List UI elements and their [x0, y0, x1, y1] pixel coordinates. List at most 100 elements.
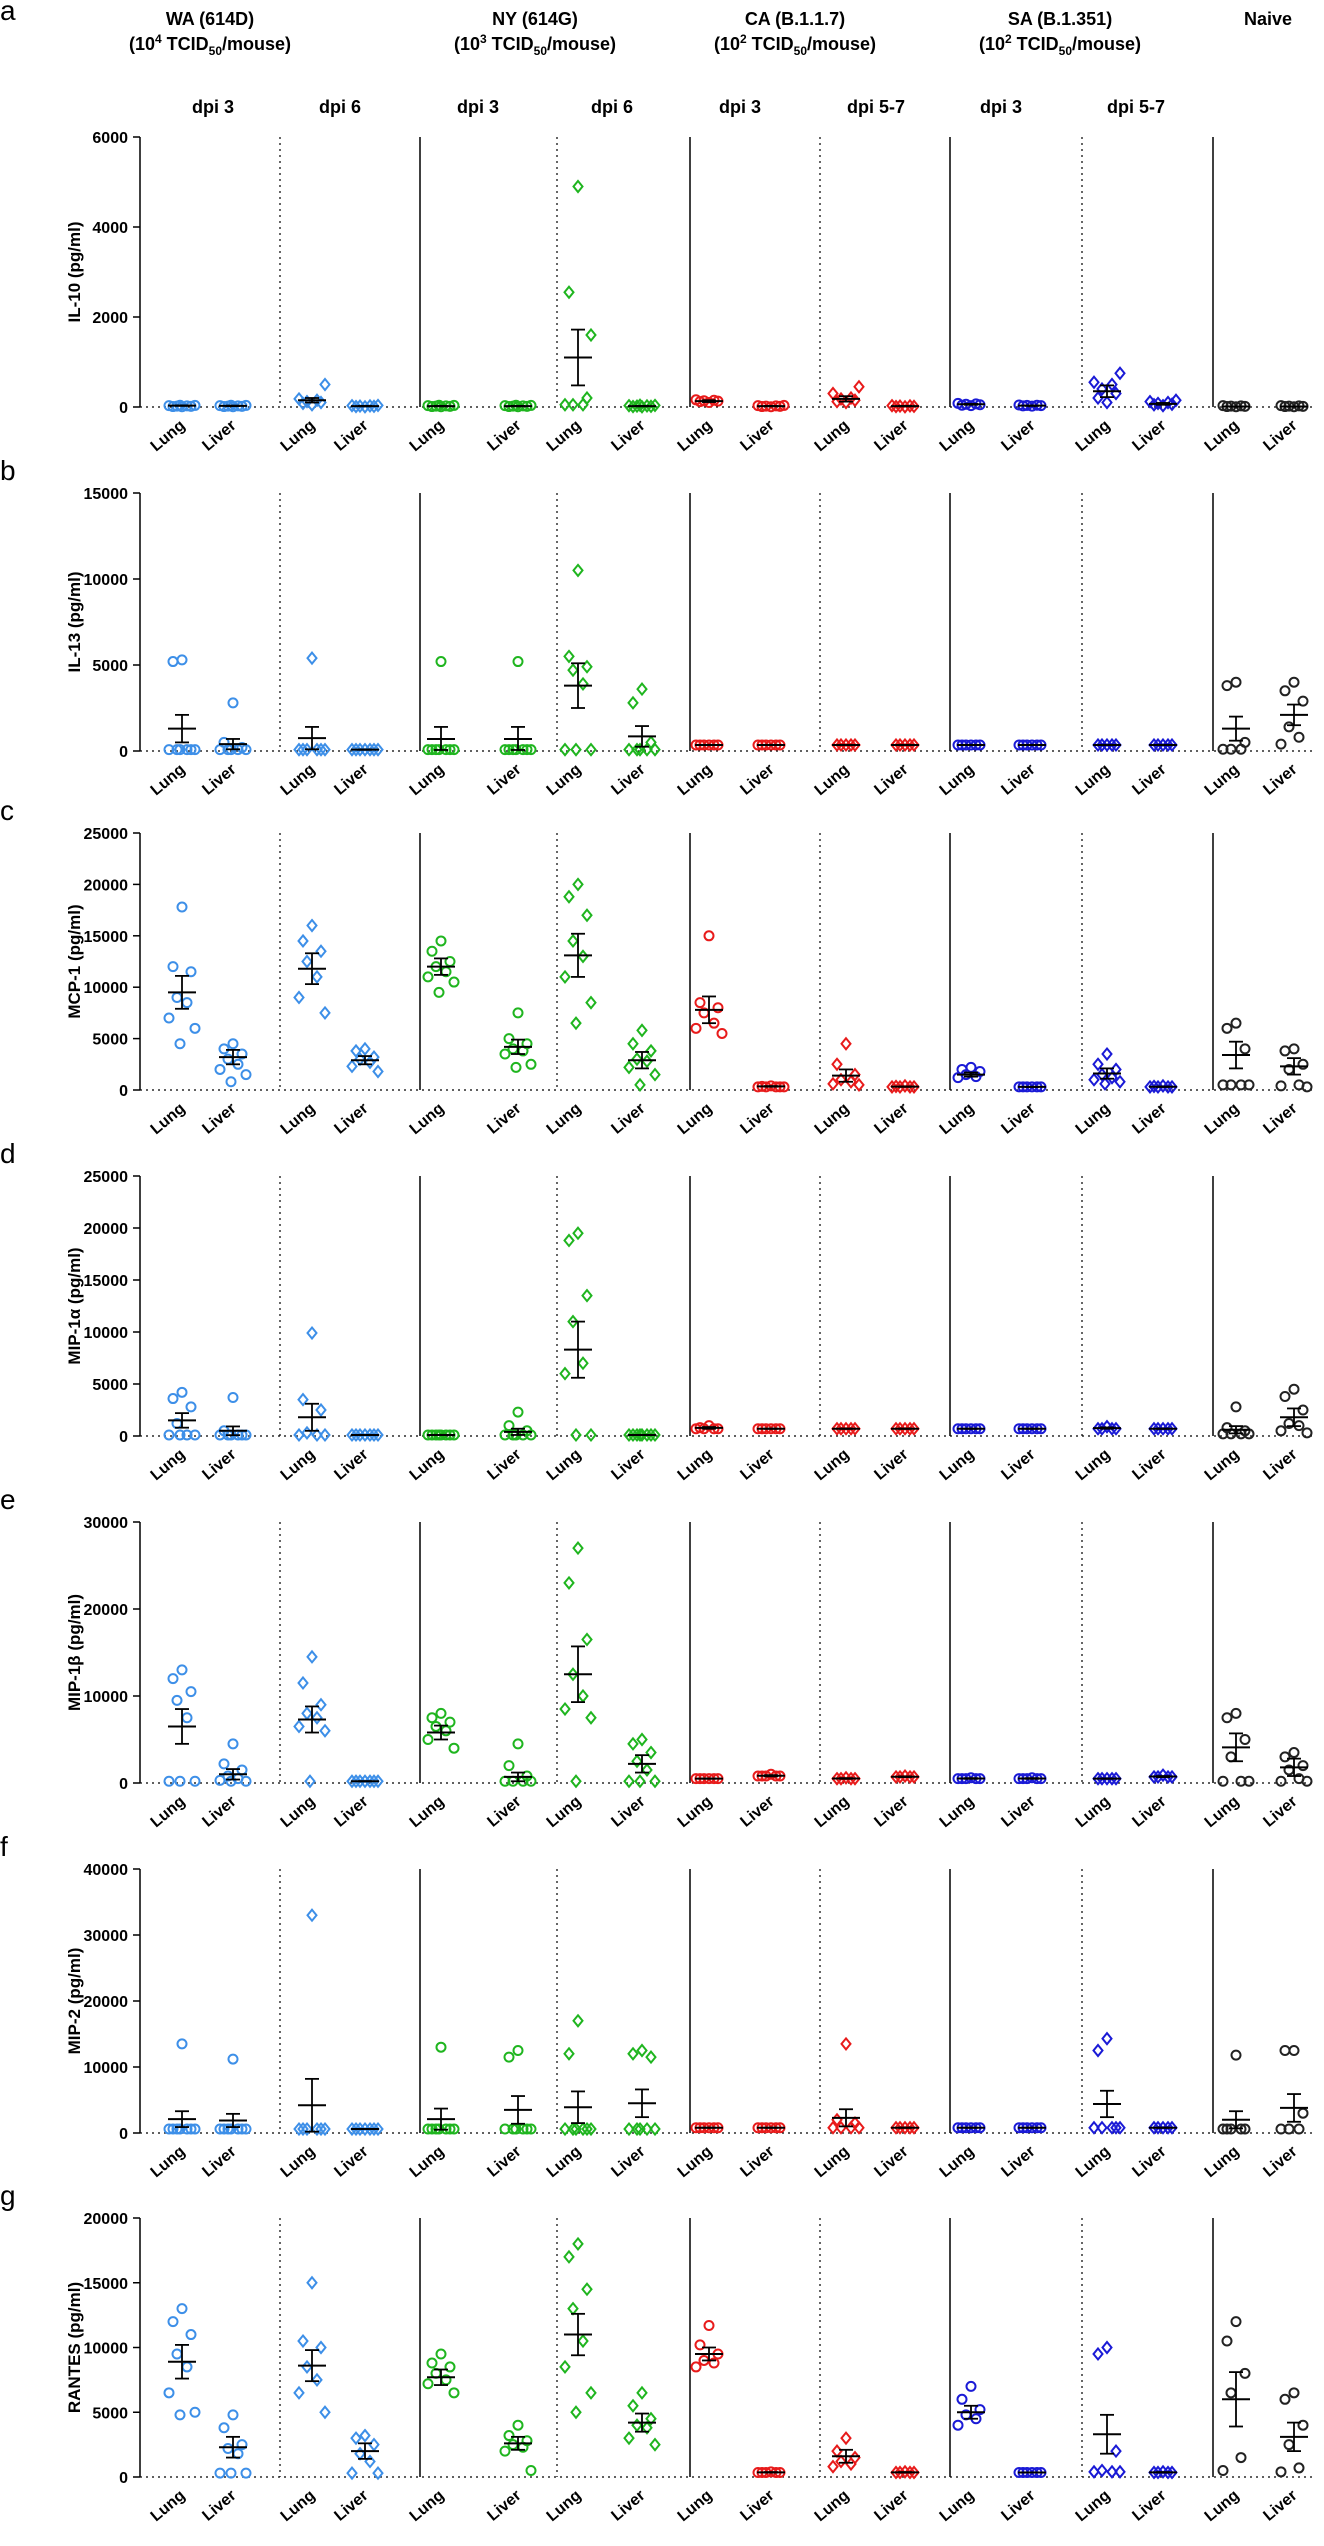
data-point	[368, 399, 380, 414]
y-axis-label: IL-13 (pg/ml)	[65, 571, 84, 672]
x-tick-label: Lung	[937, 1100, 978, 1138]
data-point	[306, 918, 318, 933]
data-point	[167, 2123, 179, 2135]
data-point	[448, 1742, 460, 1754]
x-tick-label: Lung	[675, 1793, 716, 1831]
data-point	[636, 682, 648, 697]
data-point	[908, 737, 920, 753]
data-point	[1092, 2346, 1104, 2362]
data-point	[315, 1697, 327, 1712]
data-point	[636, 1023, 648, 1038]
data-point	[525, 2465, 537, 2477]
data-point	[904, 398, 916, 413]
data-point	[426, 945, 438, 957]
y-tick-label: 2000	[92, 310, 128, 327]
x-tick-label: Liver	[199, 417, 239, 455]
data-point	[572, 1541, 584, 1556]
data-point	[293, 742, 305, 757]
data-point	[627, 1036, 639, 1051]
data-point	[512, 1007, 524, 1019]
y-tick-label: 4000	[92, 220, 128, 237]
data-point	[1217, 743, 1229, 755]
x-tick-label: Liver	[199, 1100, 239, 1138]
data-point	[301, 742, 313, 757]
data-point	[185, 2329, 197, 2341]
data-point	[840, 1036, 852, 1051]
data-point	[499, 1048, 511, 1060]
data-point	[354, 2121, 366, 2137]
data-point	[1288, 676, 1300, 688]
group-title-ny: NY (614G)	[492, 9, 578, 29]
data-point	[354, 1774, 366, 1789]
data-point	[372, 1427, 384, 1443]
data-point	[435, 2041, 447, 2053]
data-point	[189, 1429, 201, 1441]
data-point	[350, 399, 362, 414]
data-point	[359, 1041, 371, 1056]
data-point	[214, 744, 226, 756]
data-point	[218, 2422, 230, 2434]
data-point	[297, 2333, 309, 2349]
data-point	[1096, 737, 1108, 753]
data-point	[623, 2121, 635, 2137]
x-tick-label: Lung	[148, 1446, 189, 1484]
data-point	[163, 2387, 175, 2399]
x-tick-label: Lung	[148, 417, 189, 455]
data-point	[952, 1072, 964, 1084]
data-point	[368, 1774, 380, 1789]
x-tick-label: Lung	[1202, 1793, 1243, 1831]
data-point	[1110, 737, 1122, 753]
data-point	[827, 2459, 839, 2474]
data-point	[240, 1069, 252, 1081]
data-point	[649, 1067, 661, 1082]
data-point	[240, 744, 252, 756]
x-tick-label: Lung	[278, 761, 319, 799]
panel-letter: f	[0, 1831, 8, 1862]
x-tick-label: Lung	[812, 1100, 853, 1138]
x-tick-label: Liver	[331, 417, 371, 455]
data-point	[585, 2121, 597, 2137]
data-point	[559, 1701, 571, 1717]
data-point	[1152, 1079, 1164, 1094]
data-point	[849, 1771, 861, 1786]
x-tick-label: Lung	[1202, 1446, 1243, 1484]
data-point	[899, 399, 911, 414]
x-tick-label: Lung	[937, 2143, 978, 2181]
group-dose-wa: (104 TCID50/mouse)	[129, 32, 291, 58]
x-tick-label: Lung	[812, 1446, 853, 1484]
data-point	[189, 1775, 201, 1787]
x-tick-label: Lung	[407, 1793, 448, 1831]
data-point	[435, 2348, 447, 2360]
data-point	[311, 969, 323, 984]
data-point	[831, 1421, 843, 1436]
data-point	[448, 744, 460, 756]
x-tick-label: Liver	[484, 1100, 524, 1138]
x-tick-label: Liver	[1129, 761, 1169, 799]
data-point	[634, 742, 646, 757]
data-point	[510, 1061, 522, 1073]
data-point	[641, 1054, 653, 1069]
data-point	[422, 744, 434, 756]
data-point	[346, 1059, 358, 1074]
data-point	[716, 1027, 728, 1039]
x-tick-label: Liver	[1129, 1793, 1169, 1831]
data-point	[306, 1325, 318, 1341]
data-point	[1217, 1775, 1229, 1787]
data-point	[570, 2405, 582, 2420]
data-point	[364, 742, 376, 757]
x-tick-label: Liver	[998, 761, 1038, 799]
data-point	[163, 1429, 175, 1441]
data-point	[1297, 1404, 1309, 1416]
data-point	[634, 398, 646, 413]
data-point	[1114, 2464, 1126, 2479]
x-tick-label: Lung	[937, 1446, 978, 1484]
data-point	[306, 1908, 318, 1923]
group-title-sa: SA (B.1.351)	[1008, 9, 1112, 29]
data-point	[297, 1392, 309, 1407]
x-tick-label: Liver	[871, 1100, 911, 1138]
data-point	[368, 2437, 380, 2452]
data-point	[1288, 1383, 1300, 1395]
data-point	[649, 742, 661, 757]
x-tick-label: Liver	[1260, 1446, 1300, 1484]
data-point	[845, 1421, 857, 1436]
